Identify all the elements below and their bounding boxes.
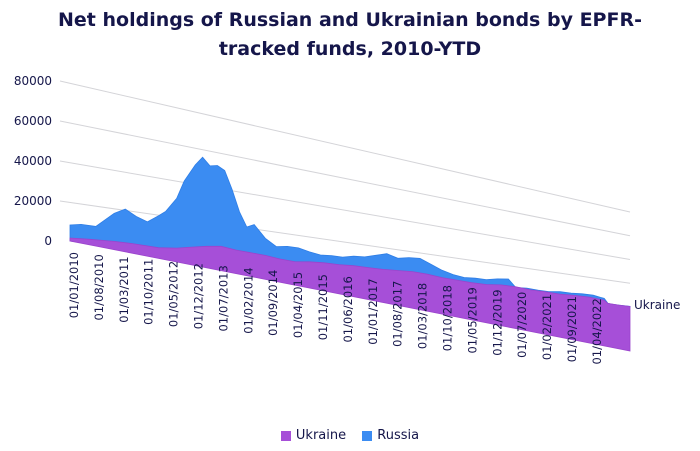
- legend-item-ukraine: Ukraine: [280, 428, 347, 443]
- x-tick-label: 01/06/2016: [341, 276, 355, 342]
- gridline: [59, 160, 631, 260]
- x-tick-label: 01/05/2019: [465, 287, 479, 353]
- legend-label-russia: Russia: [377, 428, 420, 443]
- x-tick-label: 01/05/2012: [167, 261, 181, 327]
- x-tick-label: 01/07/2013: [216, 265, 230, 331]
- chart-title-line-2: tracked funds, 2010-YTD: [218, 38, 482, 60]
- legend-label-ukraine: Ukraine: [295, 428, 347, 443]
- series-area-ukraine: [69, 237, 631, 352]
- x-tick-label: 01/11/2015: [316, 274, 330, 340]
- series-area-russia: [69, 156, 631, 308]
- x-tick-label: 01/04/2015: [291, 272, 305, 338]
- x-tick-label: 01/07/2020: [515, 292, 529, 358]
- x-tick-label: 01/01/2010: [67, 252, 81, 318]
- chart-title-line-1: Net holdings of Russian and Ukrainian bo…: [58, 9, 642, 31]
- gridline: [59, 120, 631, 237]
- x-tick-label: 01/12/2012: [192, 263, 206, 329]
- x-tick-label: 01/04/2022: [590, 298, 604, 364]
- gridline: [59, 200, 631, 284]
- chart-legend: Ukraine Russia: [0, 428, 700, 445]
- x-tick-label: 01/12/2019: [490, 289, 504, 355]
- y-tick-label: 40000: [14, 154, 52, 168]
- series-label-ukraine: Ukraine: [634, 298, 680, 312]
- y-tick-label: 0: [44, 234, 52, 248]
- x-tick-label: 01/02/2021: [540, 294, 554, 360]
- x-tick-label: 01/10/2018: [441, 285, 455, 351]
- gridline: [59, 80, 631, 213]
- legend-swatch-russia: [362, 430, 373, 441]
- x-tick-label: 01/08/2010: [92, 254, 106, 320]
- y-tick-label: 80000: [14, 74, 52, 88]
- x-tick-label: 01/09/2021: [565, 296, 579, 362]
- x-tick-label: 01/01/2017: [366, 278, 380, 344]
- x-tick-label: 01/10/2011: [142, 259, 156, 325]
- x-tick-label: 01/08/2017: [391, 281, 405, 347]
- chart-title: Net holdings of Russian and Ukrainian bo…: [0, 6, 700, 64]
- legend-swatch-ukraine: [280, 430, 291, 441]
- legend-item-russia: Russia: [362, 428, 419, 443]
- x-tick-label: 01/02/2014: [241, 267, 255, 333]
- x-tick-label: 01/03/2018: [416, 283, 430, 349]
- y-tick-label: 20000: [14, 194, 52, 208]
- x-tick-label: 01/09/2014: [266, 270, 280, 336]
- x-tick-label: 01/03/2011: [117, 256, 131, 322]
- y-tick-label: 60000: [14, 114, 52, 128]
